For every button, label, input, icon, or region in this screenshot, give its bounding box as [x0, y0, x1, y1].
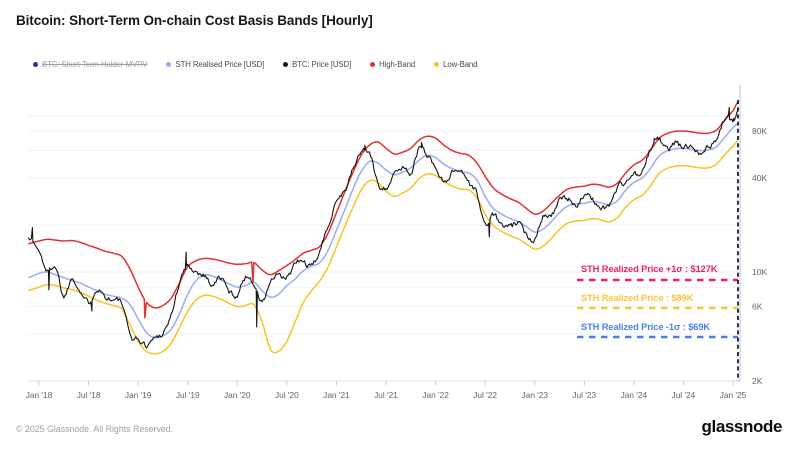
glassnode-logo: glassnode — [701, 417, 783, 436]
legend-item-2[interactable]: BTC: Price [USD] — [283, 60, 351, 69]
legend-dot-icon — [283, 62, 289, 67]
page-title: Bitcoin: Short-Term On-chain Cost Basis … — [16, 13, 373, 28]
y-tick-label: 6K — [752, 302, 763, 312]
x-tick-label: Jan '24 — [621, 390, 648, 400]
x-tick-label: Jan '19 — [125, 390, 152, 400]
annotation-sth-realized-minus-1sigma: STH Realized Price -1σ : $69K — [581, 322, 711, 332]
legend-item-3[interactable]: High-Band — [370, 60, 415, 69]
legend-dot-icon — [434, 62, 440, 67]
x-tick-label: Jul '20 — [275, 390, 299, 400]
x-tick-label: Jan '18 — [26, 390, 53, 400]
legend-dot-icon — [370, 62, 376, 67]
chart-legend: BTC: Short-Term Holder MVRV STH Realised… — [33, 60, 478, 69]
legend-item-1[interactable]: STH Realised Price [USD] — [166, 60, 264, 69]
x-tick-label: Jul '21 — [374, 390, 398, 400]
x-tick-label: Jan '20 — [224, 390, 251, 400]
annotation-sth-realized-price: STH Realized Price : $89K — [581, 293, 694, 303]
x-tick-label: Jan '23 — [521, 390, 548, 400]
series-line-low-band — [28, 140, 739, 355]
legend-dot-icon — [33, 62, 38, 67]
copyright-text: © 2025 Glassnode. All Rights Reserved. — [16, 424, 174, 434]
x-tick-label: Jan '25 — [720, 390, 747, 400]
y-tick-label: 40K — [752, 173, 767, 183]
legend-item-label: BTC: Short-Term Holder MVRV — [42, 60, 148, 69]
legend-item-label: BTC: Price [USD] — [292, 60, 352, 69]
series-line-btc-price-usd — [27, 106, 739, 349]
x-tick-label: Jul '22 — [473, 390, 497, 400]
x-tick-label: Jul '18 — [77, 390, 101, 400]
x-tick-label: Jan '22 — [422, 390, 449, 400]
x-tick-label: Jul '24 — [672, 390, 696, 400]
y-tick-label: 80K — [752, 126, 767, 136]
x-tick-label: Jul '23 — [572, 390, 596, 400]
y-tick-label: 2K — [752, 376, 763, 386]
y-tick-label: 10K — [752, 267, 767, 277]
annotation-sth-realized-plus-1sigma: STH Realized Price +1σ : $127K — [581, 264, 718, 274]
legend-item-label: High-Band — [379, 60, 416, 69]
series-line-sth-realised-price-usd — [28, 123, 739, 339]
legend-item-label: STH Realised Price [USD] — [175, 60, 265, 69]
legend-item-0[interactable]: BTC: Short-Term Holder MVRV — [33, 60, 148, 69]
legend-item-label: Low-Band — [443, 60, 478, 69]
legend-dot-icon — [166, 62, 172, 67]
series-line-high-band — [28, 101, 739, 319]
x-tick-label: Jan '21 — [323, 390, 350, 400]
x-tick-label: Jul '19 — [176, 390, 200, 400]
legend-item-4[interactable]: Low-Band — [434, 60, 478, 69]
